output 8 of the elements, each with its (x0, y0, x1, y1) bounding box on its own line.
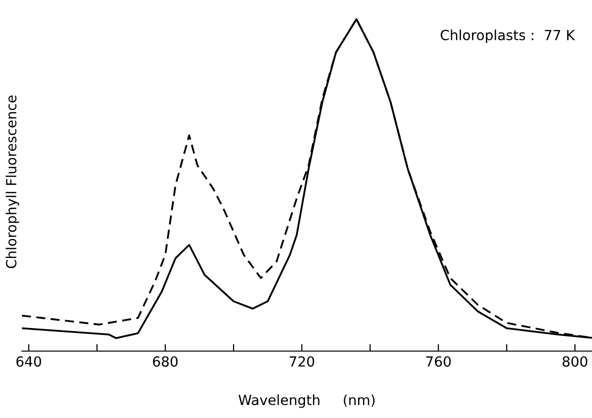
x-axis-title: Wavelength (nm) (238, 394, 375, 408)
annotation: Chloroplasts : 77 K (440, 30, 576, 43)
y-axis-title: Chlorophyll Fluorescence (6, 95, 20, 268)
x-tick-label: 640 (16, 356, 42, 367)
x-tick-label: 680 (152, 356, 178, 367)
x-tick-label: 760 (426, 356, 451, 367)
x-tick-label: 720 (290, 356, 314, 367)
x-tick-label: 800 (562, 356, 588, 367)
